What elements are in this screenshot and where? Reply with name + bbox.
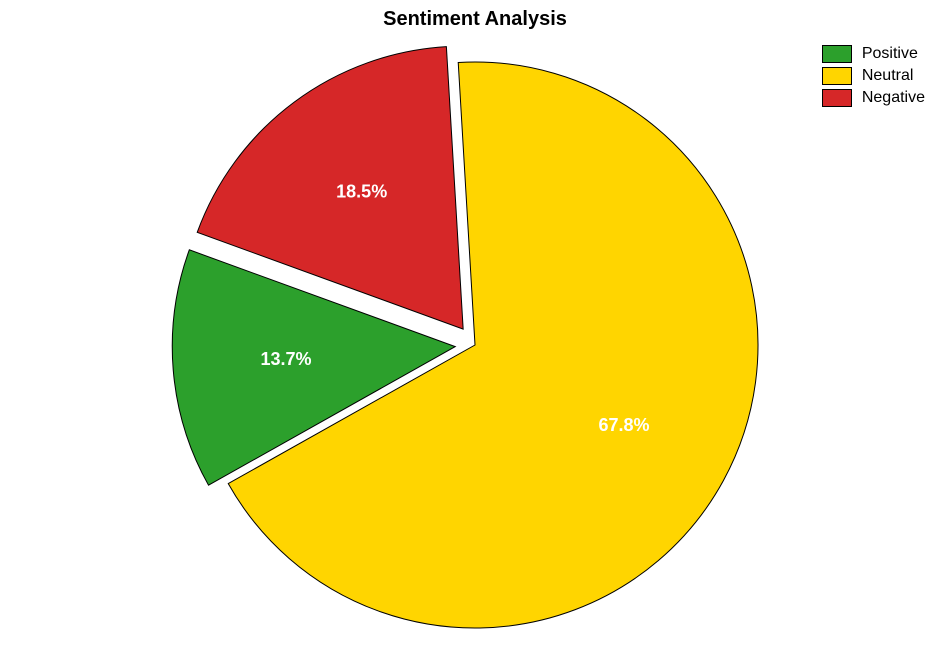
pie-label-positive: 13.7% <box>260 349 311 369</box>
pie-label-negative: 18.5% <box>336 182 387 202</box>
pie-label-neutral: 67.8% <box>599 415 650 435</box>
sentiment-pie-chart: 13.7% 67.8% 18.5% <box>0 0 950 662</box>
